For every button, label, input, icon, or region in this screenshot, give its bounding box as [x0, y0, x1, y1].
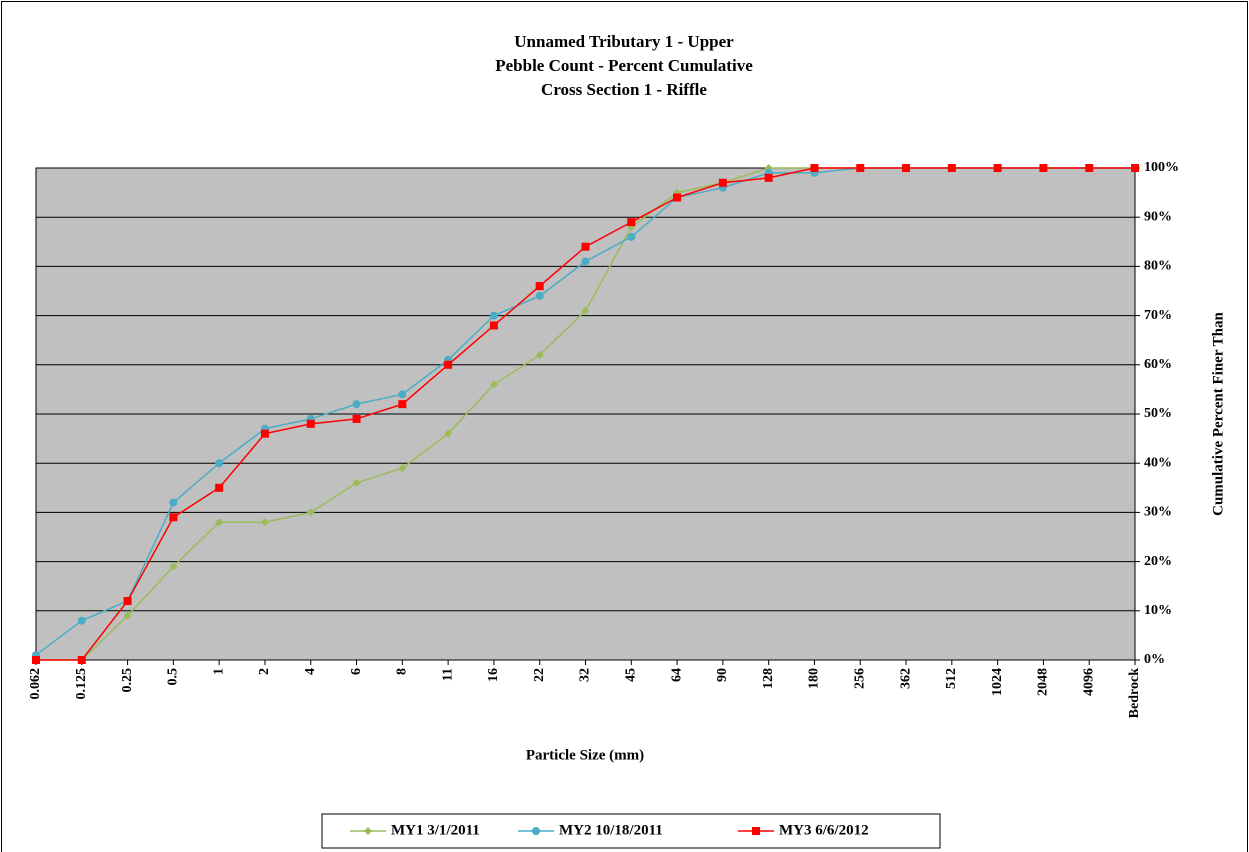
- data-point: [444, 429, 453, 438]
- data-point: [444, 360, 453, 369]
- x-tick-label: 90: [715, 668, 730, 682]
- y-tick-label: 60%: [1144, 357, 1172, 372]
- legend-label: MY3 6/6/2012: [779, 822, 869, 838]
- x-tick-label: 1024: [990, 668, 1005, 696]
- x-tick-label: 0.25: [120, 668, 135, 693]
- data-point: [627, 218, 636, 227]
- data-point: [489, 380, 498, 389]
- data-point: [1085, 164, 1094, 172]
- data-point: [306, 508, 315, 517]
- legend-marker: [364, 827, 372, 835]
- y-axis-label: Cumulative Percent Finer Than: [1210, 311, 1226, 515]
- data-point: [627, 232, 636, 241]
- data-point: [32, 656, 40, 664]
- x-tick-label: 22: [532, 668, 547, 682]
- x-tick-label: 0.062: [28, 668, 43, 700]
- data-point: [764, 173, 773, 182]
- data-point: [993, 164, 1002, 172]
- legend-label: MY2 10/18/2011: [559, 822, 663, 838]
- y-tick-label: 70%: [1144, 308, 1172, 323]
- data-point: [581, 306, 590, 315]
- y-tick-label: 50%: [1144, 406, 1172, 421]
- legend-marker: [532, 827, 540, 835]
- data-point: [810, 164, 819, 172]
- x-tick-label: 0.5: [166, 668, 181, 686]
- data-point: [352, 478, 361, 487]
- y-tick-label: 30%: [1144, 505, 1172, 520]
- data-point: [398, 400, 407, 409]
- data-point: [947, 164, 956, 172]
- x-tick-label: 0.125: [74, 668, 89, 700]
- data-point: [1131, 164, 1139, 172]
- y-tick-label: 80%: [1144, 259, 1172, 274]
- y-tick-label: 20%: [1144, 554, 1172, 569]
- data-point: [398, 464, 407, 473]
- data-point: [856, 164, 865, 172]
- data-point: [581, 242, 590, 251]
- data-point: [169, 513, 178, 522]
- x-tick-label: 4096: [1081, 668, 1096, 696]
- data-point: [260, 429, 269, 438]
- x-tick-label: 6: [349, 668, 364, 675]
- data-point: [535, 282, 544, 291]
- data-point: [169, 562, 178, 571]
- x-tick-label: 128: [761, 668, 776, 689]
- x-tick-label: Bedrock: [1127, 668, 1142, 719]
- legend-marker: [752, 827, 760, 835]
- x-tick-label: 64: [669, 668, 684, 682]
- data-point: [581, 257, 590, 266]
- x-tick-label: 32: [578, 668, 593, 682]
- data-point: [77, 616, 86, 625]
- x-axis-label: Particle Size (mm): [526, 747, 644, 763]
- x-tick-label: 45: [624, 668, 639, 682]
- x-tick-label: 512: [944, 668, 959, 689]
- data-point: [352, 400, 361, 409]
- data-point: [260, 518, 269, 527]
- chart-title: Pebble Count - Percent Cumulative: [495, 56, 753, 75]
- y-tick-label: 100%: [1144, 160, 1179, 175]
- data-point: [673, 193, 682, 202]
- y-tick-label: 40%: [1144, 455, 1172, 470]
- chart-title: Cross Section 1 - Riffle: [541, 80, 707, 99]
- data-point: [215, 459, 224, 468]
- x-tick-label: 180: [807, 668, 822, 689]
- legend-label: MY1 3/1/2011: [391, 822, 480, 838]
- data-point: [169, 498, 178, 507]
- data-point: [1039, 164, 1048, 172]
- x-tick-label: 256: [852, 668, 867, 689]
- y-tick-label: 90%: [1144, 209, 1172, 224]
- x-tick-label: 4: [303, 668, 318, 675]
- x-tick-label: 1: [211, 668, 226, 675]
- data-point: [77, 656, 86, 664]
- data-point: [352, 414, 361, 423]
- x-tick-label: 2048: [1036, 668, 1051, 696]
- data-point: [535, 291, 544, 300]
- x-tick-label: 11: [440, 668, 455, 681]
- data-point: [123, 596, 132, 605]
- y-tick-label: 0%: [1144, 652, 1165, 667]
- data-point: [306, 419, 315, 428]
- data-point: [398, 390, 407, 399]
- data-point: [215, 518, 224, 527]
- chart-title: Unnamed Tributary 1 - Upper: [514, 32, 734, 51]
- x-tick-label: 8: [395, 668, 410, 675]
- x-tick-label: 2: [257, 668, 272, 675]
- data-point: [535, 350, 544, 359]
- data-point: [489, 321, 498, 330]
- x-tick-label: 16: [486, 668, 501, 682]
- data-point: [718, 178, 727, 187]
- y-tick-label: 10%: [1144, 603, 1172, 618]
- data-point: [215, 483, 224, 492]
- data-point: [123, 611, 132, 620]
- x-tick-label: 362: [898, 668, 913, 689]
- data-point: [489, 311, 498, 320]
- data-point: [902, 164, 911, 172]
- legend: [321, 813, 941, 849]
